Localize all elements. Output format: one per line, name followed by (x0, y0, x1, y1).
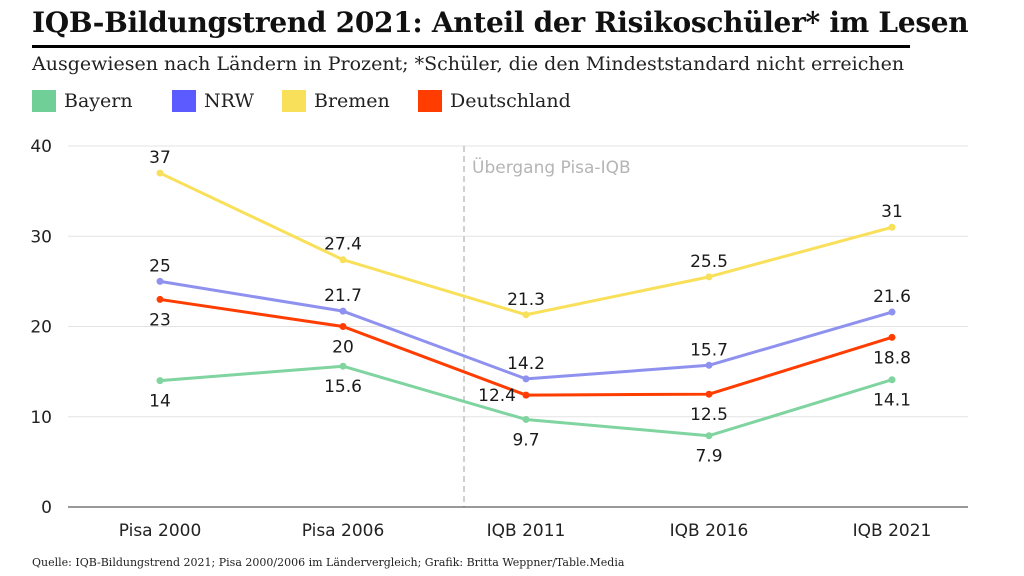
y-tick-label: 30 (30, 227, 52, 247)
data-label-nrw: 21.6 (873, 287, 911, 307)
x-tick-label: IQB 2011 (487, 521, 566, 541)
data-label-deutschland: 12.5 (690, 405, 728, 425)
data-point-bayern (522, 415, 530, 423)
y-tick-label: 10 (30, 408, 52, 428)
legend-label-nrw: NRW (204, 90, 255, 112)
chart-title: IQB-Bildungstrend 2021: Anteil der Risik… (32, 6, 969, 39)
y-tick-label: 0 (41, 498, 52, 518)
data-label-bayern: 14 (149, 392, 171, 412)
x-tick-label: IQB 2021 (853, 521, 932, 541)
data-label-bremen: 27.4 (324, 235, 362, 255)
data-point-nrw (705, 361, 713, 369)
data-point-nrw (156, 277, 164, 285)
legend-swatch-nrw (172, 90, 196, 112)
legend-label-deutschland: Deutschland (450, 90, 571, 112)
data-label-bayern: 14.1 (873, 391, 911, 411)
y-tick-label: 20 (30, 318, 52, 338)
data-point-bremen (888, 223, 896, 231)
source-note: Quelle: IQB-Bildungstrend 2021; Pisa 200… (32, 556, 625, 569)
data-point-bayern (339, 362, 347, 370)
data-label-deutschland: 18.8 (873, 348, 911, 368)
data-point-bremen (339, 256, 347, 264)
data-point-deutschland (522, 391, 530, 399)
data-label-deutschland: 12.4 (478, 386, 516, 406)
data-label-deutschland: 23 (149, 310, 171, 330)
data-point-nrw (888, 308, 896, 316)
data-point-bayern (888, 376, 896, 384)
transition-annotation-label: Übergang Pisa-IQB (472, 156, 631, 178)
data-label-bayern: 7.9 (695, 447, 722, 467)
data-label-deutschland: 20 (332, 338, 354, 358)
data-label-bayern: 9.7 (512, 430, 539, 450)
x-tick-label: Pisa 2006 (302, 521, 385, 541)
data-point-nrw (339, 307, 347, 315)
data-label-nrw: 21.7 (324, 286, 362, 306)
data-point-nrw (522, 375, 530, 383)
data-label-nrw: 14.2 (507, 354, 545, 374)
data-point-deutschland (705, 390, 713, 398)
x-tick-label: IQB 2016 (670, 521, 749, 541)
legend-swatch-deutschland (418, 90, 442, 112)
data-point-deutschland (888, 333, 896, 341)
legend-label-bremen: Bremen (314, 90, 390, 112)
data-label-nrw: 15.7 (690, 340, 728, 360)
data-label-bremen: 37 (149, 148, 171, 168)
data-label-bremen: 21.3 (507, 290, 545, 310)
legend-item-bremen: Bremen (282, 90, 390, 112)
data-point-bremen (522, 311, 530, 319)
data-point-deutschland (339, 323, 347, 330)
legend-item-nrw: NRW (172, 90, 254, 112)
title-underline (32, 45, 910, 48)
data-label-nrw: 25 (149, 256, 171, 276)
legend-item-bayern: Bayern (32, 90, 133, 112)
legend-item-deutschland: Deutschland (418, 90, 571, 112)
legend-label-bayern: Bayern (64, 90, 133, 112)
data-point-bayern (705, 432, 713, 440)
data-label-bayern: 15.6 (324, 377, 362, 397)
legend-swatch-bayern (32, 90, 56, 112)
x-tick-label: Pisa 2000 (119, 521, 202, 541)
data-point-deutschland (156, 295, 164, 303)
data-point-bayern (156, 377, 164, 385)
data-label-bremen: 31 (881, 202, 903, 222)
data-label-bremen: 25.5 (690, 252, 728, 272)
data-point-bremen (156, 169, 164, 177)
y-tick-label: 40 (30, 137, 52, 157)
chart-subtitle: Ausgewiesen nach Ländern in Prozent; *Sc… (32, 53, 905, 75)
data-point-bremen (705, 273, 713, 281)
legend-swatch-bremen (282, 90, 306, 112)
